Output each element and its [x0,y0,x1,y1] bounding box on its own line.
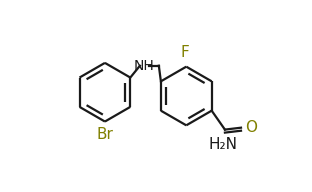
Text: O: O [245,120,257,135]
Text: Br: Br [96,127,113,142]
Text: H₂N: H₂N [208,137,237,152]
Text: F: F [181,45,190,60]
Text: NH: NH [133,59,154,73]
